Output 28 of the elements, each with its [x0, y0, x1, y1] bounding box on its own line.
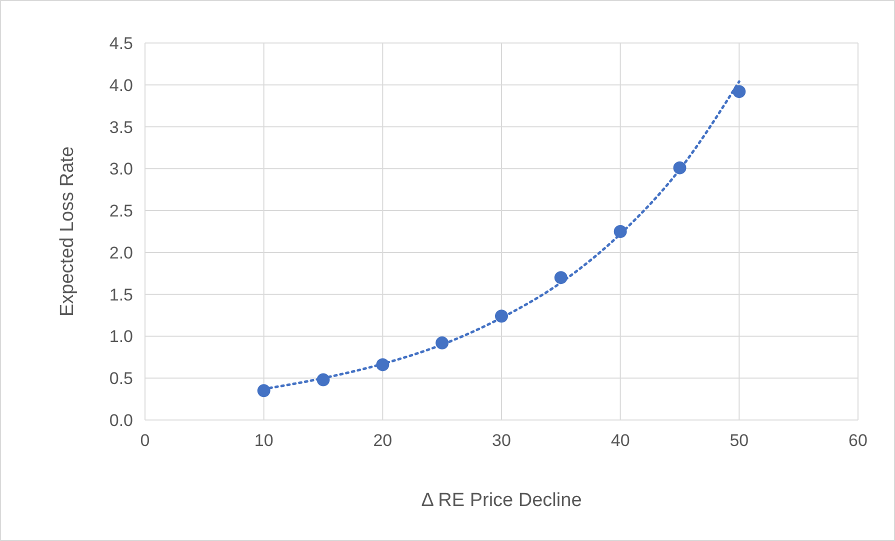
y-tick-label: 2.5: [109, 202, 133, 221]
y-tick-label: 4.5: [109, 34, 133, 53]
point: [495, 310, 508, 323]
x-axis-title: Δ RE Price Decline: [421, 490, 582, 511]
point: [376, 358, 390, 372]
x-tick-label: 0: [140, 431, 150, 450]
x-tick-label: 40: [610, 431, 630, 450]
y-tick-label: 2.0: [109, 243, 133, 262]
point: [732, 85, 746, 98]
y-tick-label: 0.5: [109, 369, 133, 388]
point: [614, 225, 627, 238]
y-tick-label: 4.0: [109, 76, 133, 95]
x-tick-label: 10: [254, 431, 274, 450]
x-tick-label: 20: [373, 431, 392, 450]
y-tick-label: 1.0: [109, 327, 133, 346]
point: [554, 271, 568, 284]
y-tick-label: 3.0: [109, 160, 133, 179]
point: [316, 373, 330, 386]
y-axis-title: Expected Loss Rate: [57, 146, 78, 317]
y-tick-label: 3.5: [109, 118, 133, 137]
y-tick-label: 1.5: [109, 285, 133, 304]
x-tick-label: 30: [492, 431, 511, 450]
y-tick-label: 0.0: [109, 411, 133, 430]
point: [257, 384, 270, 398]
point: [673, 161, 686, 174]
x-tick-label: 60: [848, 431, 868, 450]
point: [436, 336, 449, 350]
x-tick-label: 50: [730, 431, 749, 450]
